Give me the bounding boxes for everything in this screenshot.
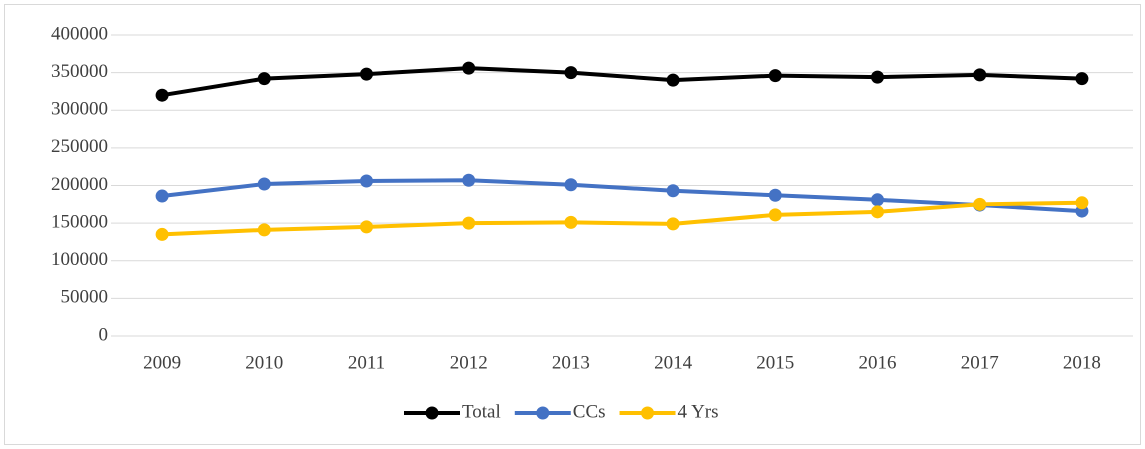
data-point bbox=[1075, 196, 1089, 210]
series-line bbox=[161, 178, 1083, 214]
legend-label: CCs bbox=[573, 401, 606, 422]
y-tick-label: 250000 bbox=[51, 136, 108, 157]
data-point bbox=[973, 197, 987, 211]
x-tick-label: 2015 bbox=[756, 352, 794, 373]
y-tick-label: 150000 bbox=[51, 211, 108, 232]
data-point bbox=[360, 174, 373, 188]
data-point bbox=[360, 67, 373, 81]
data-point bbox=[973, 68, 987, 82]
data-point bbox=[155, 189, 169, 203]
data-point bbox=[871, 205, 884, 219]
data-point bbox=[564, 215, 578, 229]
data-point bbox=[1075, 72, 1089, 86]
data-point bbox=[666, 73, 680, 87]
data-point bbox=[564, 66, 578, 80]
data-point bbox=[155, 88, 169, 102]
legend-item: CCs bbox=[514, 401, 606, 422]
y-tick-label: 100000 bbox=[51, 249, 108, 270]
data-point bbox=[257, 177, 271, 191]
y-tick-label: 400000 bbox=[51, 23, 108, 44]
x-tick-label: 2009 bbox=[143, 352, 181, 373]
x-tick-label: 2013 bbox=[552, 352, 590, 373]
data-point bbox=[768, 69, 782, 83]
legend-marker bbox=[536, 406, 550, 420]
x-tick-label: 2018 bbox=[1063, 352, 1101, 373]
legend-label: Total bbox=[462, 401, 501, 422]
series-line bbox=[161, 66, 1082, 98]
y-tick-label: 50000 bbox=[61, 287, 109, 308]
data-point bbox=[768, 188, 782, 202]
data-point bbox=[462, 216, 476, 230]
data-point bbox=[155, 227, 169, 241]
y-tick-label: 0 bbox=[99, 324, 109, 345]
y-tick-label: 300000 bbox=[51, 99, 108, 120]
series-line bbox=[162, 200, 1082, 237]
legend-marker bbox=[641, 406, 655, 420]
data-point bbox=[257, 72, 271, 86]
x-tick-label: 2012 bbox=[450, 352, 488, 373]
data-point bbox=[666, 184, 680, 198]
x-tick-label: 2014 bbox=[654, 352, 693, 373]
data-point bbox=[360, 220, 373, 234]
data-point bbox=[564, 178, 578, 192]
data-point bbox=[666, 217, 680, 231]
y-tick-label: 200000 bbox=[51, 174, 108, 195]
legend-label: 4 Yrs bbox=[678, 401, 719, 422]
data-point bbox=[768, 208, 782, 222]
y-tick-label: 350000 bbox=[51, 61, 108, 82]
x-tick-label: 2016 bbox=[859, 352, 897, 373]
data-point bbox=[462, 61, 476, 75]
x-tick-label: 2017 bbox=[961, 352, 999, 373]
data-point bbox=[462, 173, 476, 187]
data-point bbox=[871, 70, 884, 84]
data-point bbox=[871, 193, 884, 207]
x-tick-label: 2010 bbox=[245, 352, 283, 373]
x-tick-label: 2011 bbox=[348, 352, 385, 373]
legend-marker bbox=[425, 406, 439, 420]
legend-item: Total bbox=[404, 401, 501, 422]
legend-item: 4 Yrs bbox=[619, 401, 719, 422]
data-point bbox=[257, 223, 271, 237]
